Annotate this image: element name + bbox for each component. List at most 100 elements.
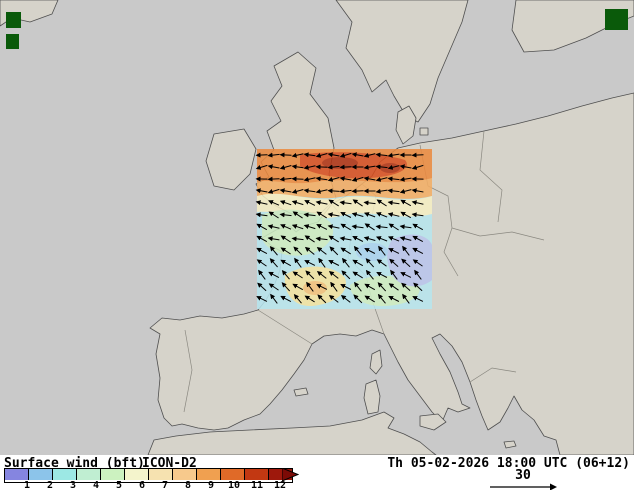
wind-arrow: [327, 224, 340, 230]
wind-arrow: [363, 236, 376, 241]
wind-arrow: [291, 224, 304, 230]
colorbar-cell: [269, 469, 292, 480]
wind-arrow: [365, 269, 374, 280]
wind-arrow: [279, 200, 292, 206]
wind-arrow: [351, 212, 364, 217]
land-north-africa: [147, 411, 437, 455]
wind-arrow: [339, 152, 352, 158]
wind-arrow: [364, 295, 375, 303]
wind-arrow: [280, 247, 291, 255]
wind-arrow: [376, 259, 387, 267]
wind-arrow: [291, 152, 304, 158]
wind-arrow: [352, 259, 364, 267]
wind-arrow: [255, 188, 268, 194]
wind-arrow: [327, 164, 340, 170]
wind-arrow: [269, 246, 278, 256]
wind-arrow: [363, 152, 376, 158]
wind-arrow: [291, 176, 304, 182]
wind-arrow: [340, 294, 351, 303]
wind-arrow: [292, 283, 304, 291]
wind-arrow: [280, 224, 292, 230]
wind-arrow: [268, 283, 279, 291]
wind-arrow: [387, 236, 400, 242]
wind-arrow: [267, 236, 280, 242]
wind-arrow: [387, 212, 400, 218]
land-finland: [511, 0, 634, 53]
wind-arrow: [328, 270, 339, 279]
wind-arrow: [330, 281, 338, 292]
colorbar-cell: [29, 469, 53, 480]
wind-arrow: [304, 295, 315, 303]
wind-arrow: [353, 294, 363, 304]
wind-arrow: [353, 245, 362, 256]
wind-arrow: [327, 212, 340, 218]
wind-arrow: [352, 271, 363, 279]
wind-arrow: [363, 212, 376, 218]
wind-arrow: [315, 188, 328, 194]
land-island-small: [503, 440, 517, 449]
wind-arrow: [375, 212, 388, 218]
wind-arrow: [402, 293, 410, 304]
wind-speed-field: [257, 149, 432, 309]
green-marker-topleft-1: [6, 12, 21, 28]
wind-arrow: [280, 259, 292, 267]
colorbar-cell: [101, 469, 125, 480]
wind-arrow: [316, 284, 328, 290]
colorbar-overflow-arrow: [282, 468, 299, 481]
wind-arrow: [401, 258, 411, 268]
wind-arrow: [412, 296, 424, 302]
wind-arrow: [316, 224, 328, 230]
wind-arrow: [304, 246, 315, 255]
colorbar-cell: [149, 469, 173, 480]
wind-arrow: [292, 211, 303, 219]
wind-arrow: [400, 211, 412, 219]
wind-arrow: [291, 164, 304, 170]
wind-arrow: [339, 176, 352, 182]
wind-arrow: [305, 270, 315, 280]
wind-arrow: [388, 283, 399, 291]
wind-arrow: [412, 223, 424, 231]
colorbar-tick-label: 7: [161, 480, 169, 490]
wind-arrow: [258, 269, 266, 280]
reference-vector-arrow: [490, 483, 557, 490]
colorbar-tick-label: 1: [23, 480, 31, 490]
wind-arrow: [387, 200, 400, 206]
wind-arrow: [388, 248, 400, 254]
wind-arrow: [279, 188, 292, 194]
wind-arrow: [292, 271, 303, 279]
wind-arrow: [281, 270, 290, 280]
wind-arrow: [339, 188, 352, 194]
wind-arrow: [340, 223, 351, 231]
model-label: ICON-D2: [142, 456, 197, 471]
variable-label: Surface wind (bft): [4, 456, 145, 471]
land-sicily: [419, 413, 447, 431]
colorbar-tick-label: 12: [273, 480, 287, 490]
wind-arrow: [303, 188, 316, 194]
field-green-patch-west: [262, 209, 334, 256]
wind-arrow: [363, 164, 376, 170]
wind-arrow: [400, 272, 412, 278]
wind-arrow: [256, 223, 268, 231]
wind-arrow: [387, 152, 400, 158]
wind-arrow: [375, 164, 388, 170]
wind-arrow: [256, 247, 268, 255]
wind-arrow: [377, 282, 387, 292]
colorbar-tick-label: 3: [69, 480, 77, 490]
wind-arrow: [304, 235, 315, 243]
colorbar-cell: [5, 469, 29, 480]
wind-arrow: [411, 200, 424, 206]
wind-arrow: [402, 245, 410, 256]
colorbar-tick-label: 2: [46, 480, 54, 490]
wind-arrow: [255, 152, 268, 158]
wind-arrow: [315, 153, 328, 158]
wind-arrow: [340, 212, 352, 218]
wind-arrow: [303, 152, 316, 158]
wind-arrow: [412, 259, 423, 267]
wind-arrow: [399, 164, 412, 170]
wind-arrow: [364, 223, 375, 231]
wind-arrow: [279, 165, 292, 170]
land-sardinia: [363, 379, 381, 415]
wind-arrow: [315, 200, 328, 206]
wind-arrow: [388, 296, 400, 302]
colorbar-cell: [173, 469, 197, 480]
